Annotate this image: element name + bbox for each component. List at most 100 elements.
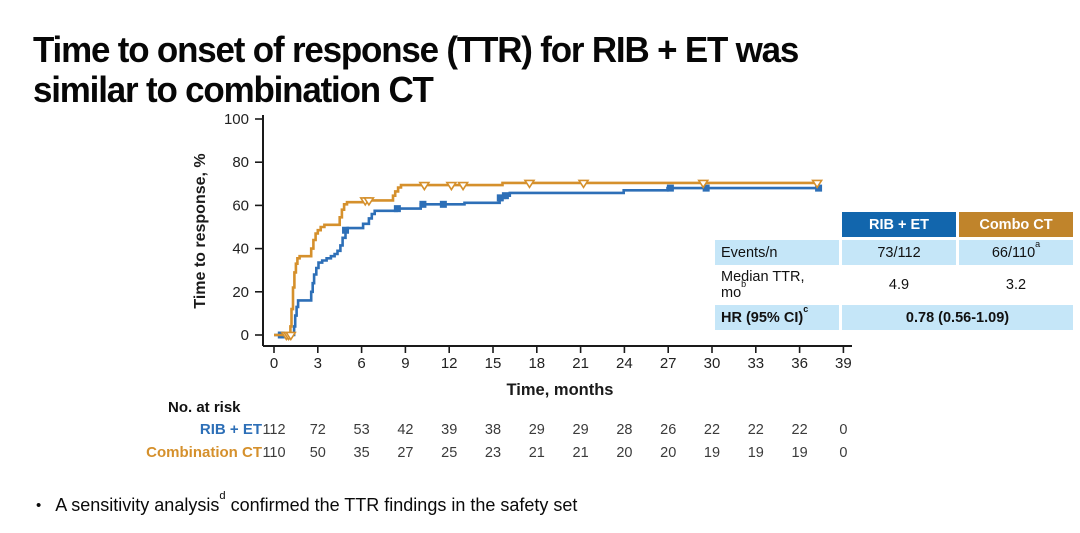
- table-row-hazard-ratio: HR (95% CI)c 0.78 (0.56-1.09): [715, 303, 1073, 330]
- y-axis-label: Time to response, %: [192, 153, 209, 309]
- results-table: RIB + ET Combo CT Events/n 73/112 66/110…: [712, 209, 1076, 333]
- hr-value: 0.78 (0.56-1.09): [842, 305, 1073, 330]
- x-tick-label: 18: [528, 355, 545, 372]
- x-axis-label: Time, months: [506, 381, 614, 399]
- at-risk-value: 25: [441, 445, 457, 461]
- median-ttr-label: Median TTR, mob: [715, 268, 839, 302]
- censor-mark-square: [815, 184, 823, 192]
- y-tick-label: 60: [232, 197, 249, 214]
- no-at-risk-title: No. at risk: [168, 399, 241, 416]
- censor-mark-triangle: [697, 179, 710, 189]
- x-tick-label: 21: [572, 355, 589, 372]
- y-tick-label: 80: [232, 154, 249, 171]
- y-tick-label: 40: [232, 241, 249, 258]
- table-row-events: Events/n 73/112 66/110a: [715, 238, 1073, 265]
- bullet-marker: •: [36, 497, 42, 514]
- at-risk-value: 0: [839, 445, 847, 461]
- bullet-text: A sensitivity analysisd confirmed the TT…: [55, 490, 578, 516]
- at-risk-value: 29: [529, 422, 545, 438]
- at-risk-value: 27: [397, 445, 413, 461]
- at-risk-value: 50: [310, 445, 326, 461]
- footnote-marker-d: d: [219, 489, 226, 502]
- censor-mark-triangle: [523, 179, 536, 189]
- at-risk-value: 72: [310, 422, 326, 438]
- table-header-rib-et: RIB + ET: [842, 212, 956, 237]
- hr-label: HR (95% CI)c: [715, 303, 839, 330]
- censor-mark-square: [501, 192, 509, 200]
- censor-mark-triangle: [811, 179, 824, 189]
- x-tick-label: 36: [791, 355, 808, 372]
- bullet-text-pre: A sensitivity analysis: [55, 495, 220, 515]
- at-risk-value: 22: [792, 422, 808, 438]
- censor-mark-triangle: [284, 331, 297, 341]
- footnote-marker-c: c: [803, 303, 809, 314]
- at-risk-value: 29: [573, 422, 589, 438]
- y-tick-label: 20: [232, 284, 249, 301]
- curve-combination-ct: [274, 181, 818, 337]
- at-risk-label-combination-ct: Combination CT: [146, 444, 262, 461]
- censor-mark-triangle: [445, 181, 458, 192]
- events-value-combo: 66/110a: [959, 238, 1073, 265]
- at-risk-value: 22: [748, 422, 764, 438]
- at-risk-value: 42: [397, 422, 413, 438]
- censor-mark-square: [393, 205, 401, 213]
- at-risk-value: 21: [573, 445, 589, 461]
- x-tick-label: 27: [660, 355, 677, 372]
- censor-mark-square: [702, 184, 710, 192]
- at-risk-value: 23: [485, 445, 501, 461]
- series-rib-et: [274, 184, 823, 339]
- footnote-marker-b: b: [741, 279, 747, 290]
- series-combination-ct: [274, 179, 824, 341]
- at-risk-value: 19: [792, 445, 808, 461]
- table-row-median-ttr: Median TTR, mob 4.9 3.2: [715, 268, 1073, 302]
- x-tick-label: 0: [270, 355, 278, 372]
- at-risk-value: 53: [354, 422, 370, 438]
- axes: [255, 115, 852, 353]
- at-risk-value: 39: [441, 422, 457, 438]
- censor-mark-square: [439, 200, 447, 208]
- at-risk-values: 112 72 53 42 39 38 29 29 28 26 22 22 22 0 110 50 35 27 25 2…: [262, 422, 847, 461]
- at-risk-value: 20: [616, 445, 632, 461]
- censor-mark-triangle: [362, 197, 375, 207]
- slide-title: Time to onset of response (TTR) for RIB …: [33, 30, 964, 109]
- x-tick-label: 9: [401, 355, 409, 372]
- slide-title-line2: similar to combination CT: [33, 68, 434, 110]
- table-header-combo-ct: Combo CT: [959, 212, 1073, 237]
- at-risk-value: 35: [354, 445, 370, 461]
- censor-mark-square: [419, 200, 427, 208]
- y-tick-label: 0: [241, 327, 249, 344]
- median-ttr-value-rib: 4.9: [888, 277, 910, 293]
- x-tick-label: 30: [704, 355, 721, 372]
- sensitivity-analysis-note: • A sensitivity analysisd confirmed the …: [36, 490, 578, 516]
- at-risk-value: 38: [485, 422, 501, 438]
- at-risk-value: 19: [748, 445, 764, 461]
- table-header-row: RIB + ET Combo CT: [715, 212, 1073, 237]
- hr-label-text: HR (95% CI): [721, 309, 804, 326]
- bullet-text-post: confirmed the TTR findings in the safety…: [225, 495, 578, 515]
- x-tick-label: 12: [441, 355, 458, 372]
- at-risk-value: 112: [262, 422, 285, 438]
- x-tick-label: 24: [616, 355, 633, 372]
- slide-title-line1: Time to onset of response (TTR) for RIB …: [33, 29, 799, 71]
- x-tick-label: 15: [485, 355, 502, 372]
- at-risk-value: 110: [262, 445, 285, 461]
- censor-mark-square: [496, 194, 504, 202]
- at-risk-label-rib-et: RIB + ET: [199, 421, 262, 438]
- censor-mark-square: [342, 226, 350, 234]
- at-risk-value: 0: [839, 422, 847, 438]
- at-risk-value: 20: [660, 445, 676, 461]
- events-label: Events/n: [715, 240, 839, 265]
- at-risk-value: 19: [704, 445, 720, 461]
- censor-mark-triangle: [418, 181, 431, 192]
- median-ttr-value-combo: 3.2: [1005, 277, 1027, 293]
- censor-mark-triangle: [577, 179, 590, 189]
- x-tick-label: 39: [835, 355, 852, 372]
- events-value-rib: 73/112: [842, 240, 956, 265]
- footnote-marker-a: a: [1035, 238, 1041, 249]
- x-tick-label: 3: [314, 355, 322, 372]
- events-combo-text: 66/110: [991, 244, 1036, 261]
- censor-mark-triangle: [457, 181, 470, 192]
- at-risk-value: 21: [529, 445, 545, 461]
- censor-mark-square: [666, 184, 674, 192]
